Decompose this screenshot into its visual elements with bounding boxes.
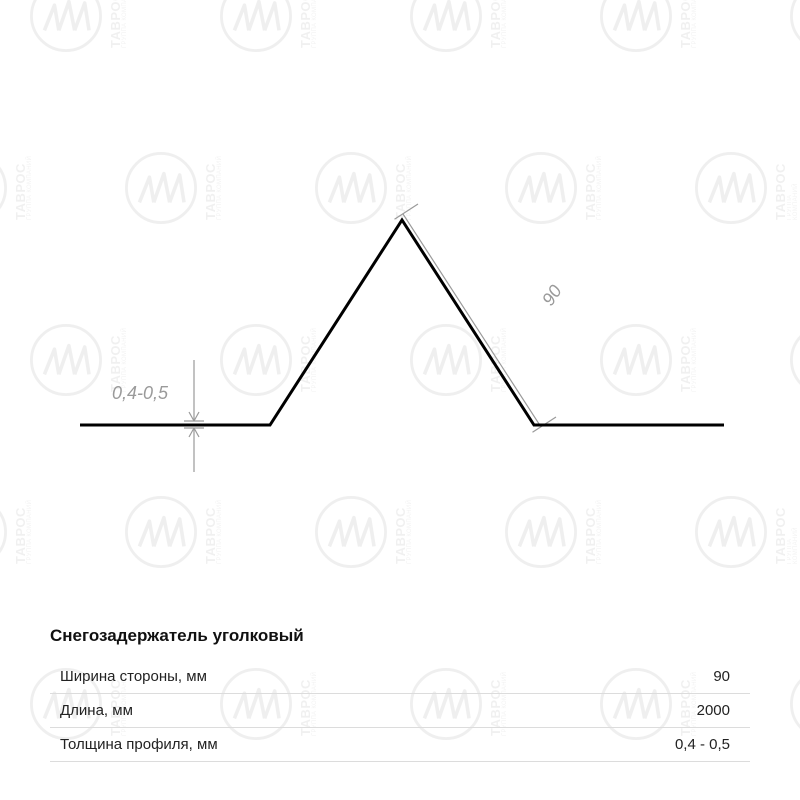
spec-table: Снегозадержатель уголковый Ширина сторон… bbox=[50, 626, 750, 762]
watermark-badge bbox=[790, 668, 800, 740]
table-row: Ширина стороны, мм 90 bbox=[50, 660, 750, 694]
profile-diagram bbox=[0, 0, 800, 560]
spec-value: 0,4 - 0,5 bbox=[675, 736, 750, 753]
thickness-label: 0,4-0,5 bbox=[112, 383, 168, 404]
spec-key: Толщина профиля, мм bbox=[50, 736, 218, 753]
spec-key: Ширина стороны, мм bbox=[50, 668, 207, 685]
canvas: ТАВРОСГРУППА КОМПАНИЙТАВРОСГРУППА КОМПАН… bbox=[0, 0, 800, 800]
spec-value: 2000 bbox=[697, 702, 750, 719]
spec-key: Длина, мм bbox=[50, 702, 133, 719]
table-row: Длина, мм 2000 bbox=[50, 694, 750, 728]
spec-title: Снегозадержатель уголковый bbox=[50, 626, 750, 646]
table-row: Толщина профиля, мм 0,4 - 0,5 bbox=[50, 728, 750, 762]
spec-value: 90 bbox=[713, 668, 750, 685]
